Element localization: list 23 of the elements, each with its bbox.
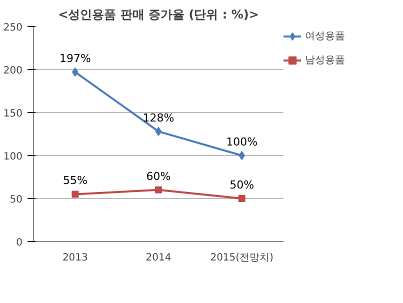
- x-tick-label: 2014: [146, 252, 172, 264]
- y-tick-label: 150: [3, 108, 23, 120]
- data-label: 197%: [59, 52, 91, 66]
- data-label: 50%: [230, 178, 254, 192]
- y-tick-label: 50: [10, 194, 23, 206]
- y-tick-label: 100: [3, 152, 23, 162]
- point: [155, 186, 162, 194]
- legend-label: 여성용품: [305, 30, 345, 43]
- legend-label: 남성용품: [305, 54, 345, 67]
- data-label: 55%: [62, 174, 88, 188]
- point: [238, 195, 246, 202]
- x-tick-label: 2013: [62, 252, 88, 264]
- point: [155, 126, 162, 136]
- point: [72, 190, 79, 198]
- y-tick-label: 0: [16, 238, 23, 248]
- data-label: 60%: [146, 170, 171, 183]
- chart-title: <성인용품 판매 증가율 (단위 : %)>: [58, 8, 259, 22]
- y-tick-label: 200: [3, 66, 23, 76]
- x-tick-label: 2015(전망치): [210, 252, 274, 264]
- point: [238, 151, 245, 160]
- data-label: 100%: [226, 136, 258, 148]
- y-tick-label: 250: [3, 22, 23, 34]
- data-label: 128%: [142, 111, 174, 124]
